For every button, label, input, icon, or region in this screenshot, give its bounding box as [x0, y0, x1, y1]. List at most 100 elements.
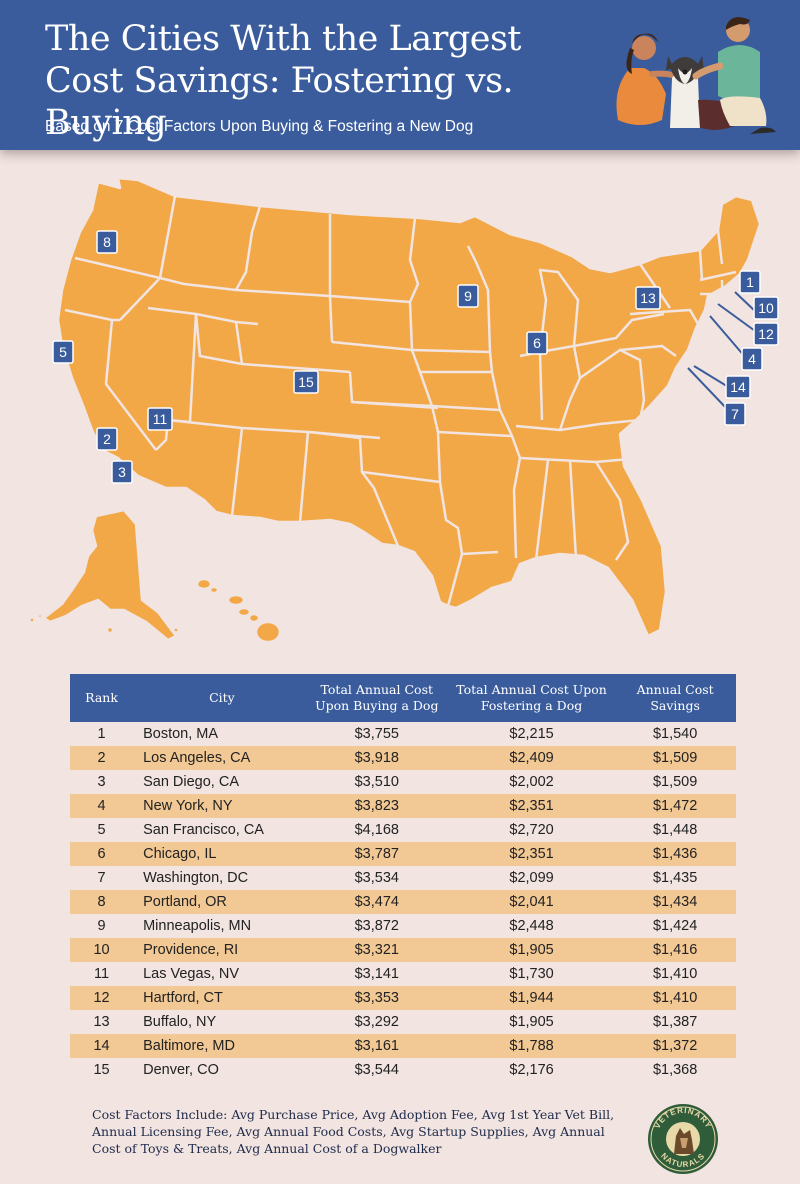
- city-cell: San Diego, CA: [133, 770, 305, 794]
- city-cell: Los Angeles, CA: [133, 746, 305, 770]
- rank-cell: 6: [70, 842, 133, 866]
- cost-savings-table: Rank City Total Annual Cost Upon Buying …: [70, 674, 736, 1082]
- buy-cost-cell: $3,321: [305, 938, 449, 962]
- city-marker-13: 13: [636, 287, 660, 309]
- city-marker-label: 15: [298, 374, 314, 390]
- city-cell: Providence, RI: [133, 938, 305, 962]
- table-row: 7 Washington, DC $3,534 $2,099 $1,435: [70, 866, 736, 890]
- veterinary-naturals-logo: VETERINARY NATURALS: [646, 1102, 720, 1176]
- page-subtitle: Based on 7 Cost Factors Upon Buying & Fo…: [45, 118, 473, 136]
- city-cell: Hartford, CT: [133, 986, 305, 1010]
- city-cell: Portland, OR: [133, 890, 305, 914]
- savings-cell: $1,448: [614, 818, 736, 842]
- rank-column-header: Rank: [70, 674, 133, 722]
- foster-cost-cell: $2,409: [449, 746, 614, 770]
- table-row: 14 Baltimore, MD $3,161 $1,788 $1,372: [70, 1034, 736, 1058]
- rank-cell: 15: [70, 1058, 133, 1082]
- cost-factors-footnote: Cost Factors Include: Avg Purchase Price…: [92, 1106, 632, 1157]
- city-marker-2: 2: [97, 428, 117, 450]
- city-marker-11: 11: [148, 408, 172, 430]
- foster-cost-cell: $2,720: [449, 818, 614, 842]
- savings-cell: $1,410: [614, 962, 736, 986]
- table-body: 1 Boston, MA $3,755 $2,215 $1,540 2 Los Angele…: [70, 722, 736, 1082]
- table-row: 1 Boston, MA $3,755 $2,215 $1,540: [70, 722, 736, 746]
- savings-cell: $1,416: [614, 938, 736, 962]
- foster-cost-cell: $2,215: [449, 722, 614, 746]
- table-row: 9 Minneapolis, MN $3,872 $2,448 $1,424: [70, 914, 736, 938]
- savings-cell: $1,472: [614, 794, 736, 818]
- buy-cost-cell: $3,353: [305, 986, 449, 1010]
- people-with-dog-illustration: [600, 8, 790, 136]
- buy-cost-cell: $4,168: [305, 818, 449, 842]
- table-header: Rank City Total Annual Cost Upon Buying …: [70, 674, 736, 722]
- savings-cell: $1,410: [614, 986, 736, 1010]
- savings-cell: $1,509: [614, 746, 736, 770]
- savings-cell: $1,540: [614, 722, 736, 746]
- city-marker-4: 4: [742, 348, 762, 370]
- table-row: 10 Providence, RI $3,321 $1,905 $1,416: [70, 938, 736, 962]
- city-marker-5: 5: [53, 341, 73, 363]
- city-marker-label: 8: [103, 234, 111, 250]
- us-states: [30, 178, 761, 642]
- rank-cell: 5: [70, 818, 133, 842]
- city-cell: Las Vegas, NV: [133, 962, 305, 986]
- foster-cost-cell: $2,176: [449, 1058, 614, 1082]
- city-cell: Buffalo, NY: [133, 1010, 305, 1034]
- city-cell: Washington, DC: [133, 866, 305, 890]
- city-marker-label: 6: [533, 335, 541, 351]
- table-row: 4 New York, NY $3,823 $2,351 $1,472: [70, 794, 736, 818]
- us-map: 110 12 4 14 7 13 6 9 8 5 15 11 2 3: [0, 160, 800, 660]
- buy-cost-column-header: Total Annual Cost Upon Buying a Dog: [305, 674, 449, 722]
- savings-cell: $1,372: [614, 1034, 736, 1058]
- city-cell: San Francisco, CA: [133, 818, 305, 842]
- city-marker-3: 3: [112, 461, 132, 483]
- city-marker-label: 2: [103, 431, 111, 447]
- city-marker-label: 10: [758, 300, 774, 316]
- savings-cell: $1,436: [614, 842, 736, 866]
- city-marker-12: 12: [754, 323, 778, 345]
- city-cell: New York, NY: [133, 794, 305, 818]
- city-column-header: City: [133, 674, 305, 722]
- table-row: 11 Las Vegas, NV $3,141 $1,730 $1,410: [70, 962, 736, 986]
- rank-cell: 9: [70, 914, 133, 938]
- city-marker-10: 10: [754, 297, 778, 319]
- buy-cost-cell: $3,141: [305, 962, 449, 986]
- city-marker-label: 13: [640, 290, 656, 306]
- buy-cost-cell: $3,823: [305, 794, 449, 818]
- rank-cell: 4: [70, 794, 133, 818]
- rank-cell: 2: [70, 746, 133, 770]
- city-marker-label: 3: [118, 464, 126, 480]
- table-row: 5 San Francisco, CA $4,168 $2,720 $1,448: [70, 818, 736, 842]
- savings-cell: $1,435: [614, 866, 736, 890]
- city-marker-9: 9: [458, 285, 478, 307]
- city-marker-14: 14: [726, 376, 750, 398]
- rank-cell: 14: [70, 1034, 133, 1058]
- city-marker-label: 5: [59, 344, 67, 360]
- buy-cost-cell: $3,534: [305, 866, 449, 890]
- rank-cell: 1: [70, 722, 133, 746]
- savings-column-header: Annual Cost Savings: [614, 674, 736, 722]
- foster-cost-cell: $1,905: [449, 938, 614, 962]
- table-row: 6 Chicago, IL $3,787 $2,351 $1,436: [70, 842, 736, 866]
- buy-cost-cell: $3,544: [305, 1058, 449, 1082]
- table-row: 8 Portland, OR $3,474 $2,041 $1,434: [70, 890, 736, 914]
- city-marker-label: 11: [153, 411, 168, 427]
- buy-cost-cell: $3,872: [305, 914, 449, 938]
- city-marker-6: 6: [527, 332, 547, 354]
- foster-cost-cell: $1,788: [449, 1034, 614, 1058]
- city-marker-label: 1: [746, 274, 754, 290]
- foster-cost-column-header: Total Annual Cost Upon Fostering a Dog: [449, 674, 614, 722]
- city-marker-7: 7: [725, 403, 745, 425]
- buy-cost-cell: $3,292: [305, 1010, 449, 1034]
- city-cell: Denver, CO: [133, 1058, 305, 1082]
- savings-cell: $1,424: [614, 914, 736, 938]
- buy-cost-cell: $3,161: [305, 1034, 449, 1058]
- city-marker-label: 9: [464, 288, 472, 304]
- foster-cost-cell: $1,730: [449, 962, 614, 986]
- rank-cell: 7: [70, 866, 133, 890]
- city-cell: Boston, MA: [133, 722, 305, 746]
- table-row: 15 Denver, CO $3,544 $2,176 $1,368: [70, 1058, 736, 1082]
- foster-cost-cell: $2,099: [449, 866, 614, 890]
- city-marker-label: 7: [731, 406, 739, 422]
- foster-cost-cell: $2,351: [449, 842, 614, 866]
